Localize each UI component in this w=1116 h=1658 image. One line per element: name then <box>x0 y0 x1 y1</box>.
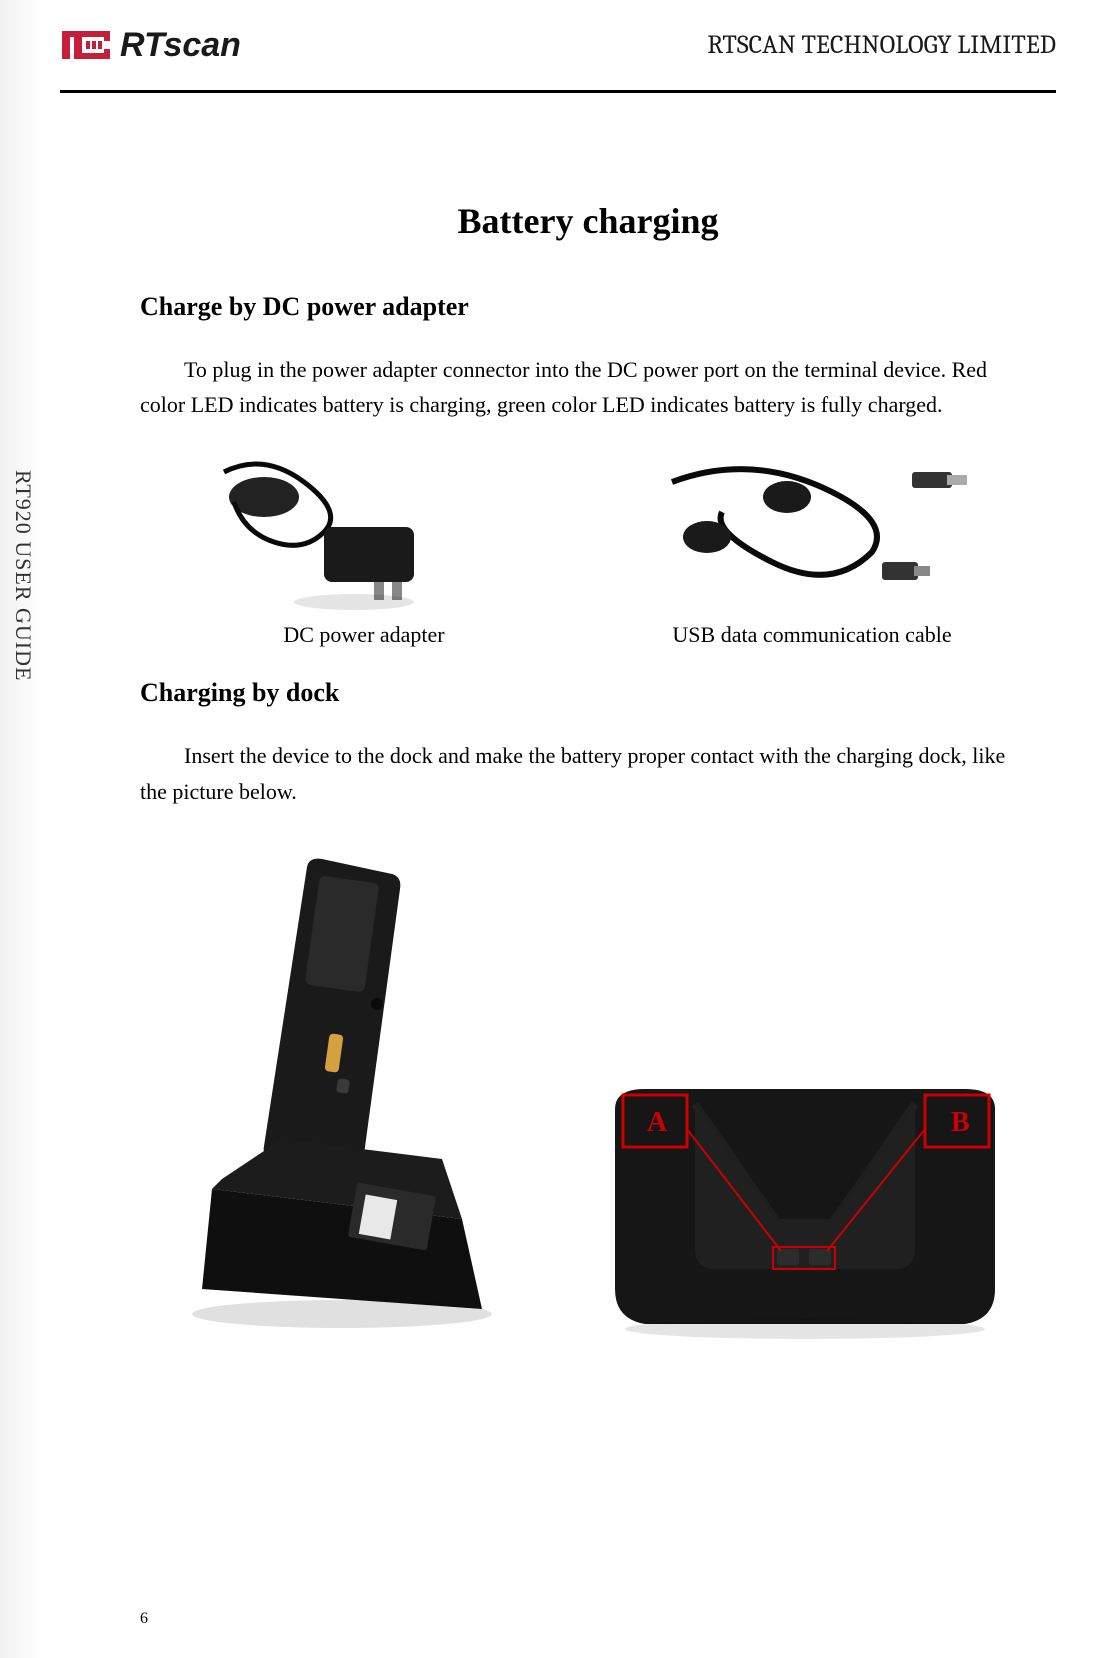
image-usb-cable <box>632 442 972 612</box>
caption-dc-adapter: DC power adapter <box>140 622 588 648</box>
page-container: RT920 USER GUIDE RTscan RTSCAN TECHNOLOG… <box>0 0 1116 1658</box>
image-device-in-dock <box>162 839 522 1339</box>
svg-text:A: A <box>647 1107 668 1138</box>
company-name: RTSCAN TECHNOLOGY LIMITED <box>707 30 1056 60</box>
content-area: Battery charging Charge by DC power adap… <box>140 150 1036 1339</box>
logo-brand-text: RTscan <box>120 26 241 65</box>
image-row-accessories <box>140 442 1036 612</box>
header-divider <box>60 90 1056 93</box>
logo: RTscan <box>60 25 241 65</box>
image-dc-adapter <box>204 442 464 612</box>
left-margin-shade <box>0 0 42 1658</box>
section-heading-dc-adapter: Charge by DC power adapter <box>140 292 1036 322</box>
image-dock-front: A B <box>595 1049 1015 1339</box>
paragraph-dock: Insert the device to the dock and make t… <box>140 738 1036 808</box>
page-number: 6 <box>140 1610 148 1628</box>
logo-mark-icon <box>60 25 114 65</box>
paragraph-dc-adapter: To plug in the power adapter connector i… <box>140 352 1036 422</box>
section-heading-dock: Charging by dock <box>140 678 1036 708</box>
svg-text:B: B <box>951 1107 970 1138</box>
sidebar-doc-label: RT920 USER GUIDE <box>10 470 36 681</box>
caption-usb-cable: USB data communication cable <box>588 622 1036 648</box>
page-header: RTscan RTSCAN TECHNOLOGY LIMITED <box>60 15 1056 75</box>
caption-row-accessories: DC power adapter USB data communication … <box>140 622 1036 648</box>
page-title: Battery charging <box>140 200 1036 242</box>
image-row-dock: A B <box>140 839 1036 1339</box>
